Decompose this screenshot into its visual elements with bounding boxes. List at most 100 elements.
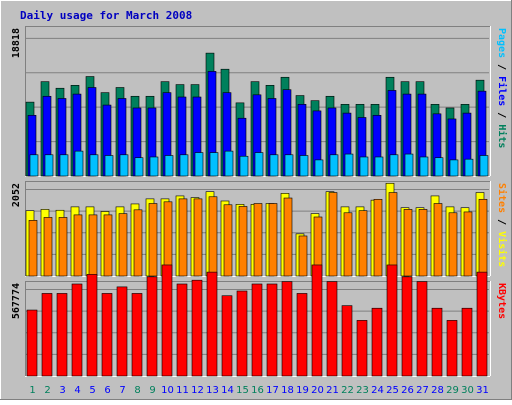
bar-sites-day-7 bbox=[118, 213, 128, 277]
bar-sites-day-11 bbox=[178, 198, 188, 277]
bar-kbytes-day-8 bbox=[131, 293, 143, 377]
x-label-day-22: 22 bbox=[341, 385, 354, 396]
bar-sites-day-3 bbox=[58, 217, 68, 277]
legend-files: Files bbox=[496, 76, 508, 106]
bar-kbytes-day-29 bbox=[446, 320, 458, 377]
legend-separator: / bbox=[496, 106, 507, 124]
bar-pages-day-13 bbox=[209, 152, 219, 177]
bar-kbytes-day-15 bbox=[236, 290, 248, 377]
bar-sites-day-30 bbox=[463, 211, 473, 277]
bar-sites-day-17 bbox=[268, 203, 278, 277]
x-label-day-14: 14 bbox=[221, 385, 234, 396]
bar-pages-day-8 bbox=[134, 157, 144, 177]
bar-kbytes-day-6 bbox=[101, 293, 113, 377]
bar-sites-day-14 bbox=[223, 204, 233, 277]
x-label-day-19: 19 bbox=[296, 385, 309, 396]
bar-pages-day-19 bbox=[299, 155, 309, 177]
bar-kbytes-day-11 bbox=[176, 283, 188, 377]
bar-sites-day-2 bbox=[43, 217, 53, 277]
bar-sites-day-21 bbox=[328, 192, 338, 277]
chart-panels bbox=[25, 26, 491, 377]
bar-pages-day-5 bbox=[89, 154, 99, 177]
bar-sites-day-27 bbox=[418, 209, 428, 277]
bar-kbytes-day-2 bbox=[41, 293, 53, 377]
ymax-label-middle: 2052 bbox=[11, 183, 22, 207]
bar-pages-day-18 bbox=[284, 154, 294, 177]
bar-sites-day-26 bbox=[403, 209, 413, 277]
bar-sites-day-6 bbox=[103, 214, 113, 277]
bar-kbytes-day-4 bbox=[71, 283, 83, 377]
bar-sites-day-5 bbox=[88, 214, 98, 277]
ymax-label-bottom: 567774 bbox=[11, 283, 22, 319]
bar-pages-day-17 bbox=[269, 154, 279, 177]
bar-sites-day-18 bbox=[283, 197, 293, 277]
x-label-day-15: 15 bbox=[236, 385, 249, 396]
bar-kbytes-day-26 bbox=[401, 276, 413, 377]
legend-separator: / bbox=[496, 58, 507, 76]
x-label-day-20: 20 bbox=[311, 385, 324, 396]
bar-pages-day-15 bbox=[239, 155, 249, 177]
x-label-day-7: 7 bbox=[119, 385, 125, 396]
x-label-day-11: 11 bbox=[176, 385, 189, 396]
bar-sites-day-16 bbox=[253, 203, 263, 277]
bar-pages-day-27 bbox=[419, 156, 429, 177]
x-axis-day-labels: 1 2 3 4 5 6 7 8 9 10 11 12 13 14 15 16 17 18 19 20 21 22 23 24 2… bbox=[29, 385, 489, 396]
x-label-day-28: 28 bbox=[431, 385, 444, 396]
legend-bottom: KBytes bbox=[496, 283, 507, 319]
bar-kbytes-day-24 bbox=[371, 307, 383, 377]
bar-kbytes-day-7 bbox=[116, 286, 128, 377]
legend-separator: / bbox=[496, 213, 507, 231]
x-label-day-6: 6 bbox=[104, 385, 110, 396]
bar-kbytes-day-12 bbox=[191, 279, 203, 377]
x-label-day-17: 17 bbox=[266, 385, 279, 396]
bar-pages-day-2 bbox=[44, 154, 54, 177]
x-label-day-13: 13 bbox=[206, 385, 219, 396]
x-label-day-21: 21 bbox=[326, 385, 339, 396]
bar-kbytes-day-30 bbox=[461, 307, 473, 377]
bar-kbytes-day-19 bbox=[296, 293, 308, 377]
x-label-day-27: 27 bbox=[416, 385, 429, 396]
bar-sites-day-24 bbox=[373, 198, 383, 277]
bar-sites-day-12 bbox=[193, 198, 203, 277]
bar-pages-day-10 bbox=[164, 155, 174, 177]
bar-pages-day-21 bbox=[329, 154, 339, 177]
bar-kbytes-day-22 bbox=[341, 305, 353, 377]
bar-kbytes-day-13 bbox=[206, 271, 218, 377]
bar-pages-day-24 bbox=[374, 156, 384, 177]
bar-sites-day-4 bbox=[73, 214, 83, 277]
x-label-day-30: 30 bbox=[461, 385, 474, 396]
x-label-day-31: 31 bbox=[476, 385, 489, 396]
bar-kbytes-day-14 bbox=[221, 295, 233, 377]
bar-sites-day-23 bbox=[358, 210, 368, 277]
panel-top bbox=[25, 26, 491, 177]
bar-pages-day-30 bbox=[464, 158, 474, 177]
bar-pages-day-6 bbox=[104, 155, 114, 177]
legend-visits: Visits bbox=[496, 231, 508, 267]
x-label-day-24: 24 bbox=[371, 385, 384, 396]
x-label-day-8: 8 bbox=[134, 385, 140, 396]
x-label-day-18: 18 bbox=[281, 385, 294, 396]
x-label-day-1: 1 bbox=[29, 385, 35, 396]
bar-kbytes-day-5 bbox=[86, 274, 98, 377]
panel-bottom bbox=[25, 264, 491, 377]
bar-sites-day-9 bbox=[148, 203, 158, 277]
x-label-day-10: 10 bbox=[161, 385, 174, 396]
bar-kbytes-day-10 bbox=[161, 264, 173, 377]
bar-pages-day-12 bbox=[194, 152, 204, 177]
panel-middle bbox=[25, 181, 491, 277]
bar-pages-day-7 bbox=[119, 154, 129, 177]
x-label-day-9: 9 bbox=[149, 385, 155, 396]
bar-pages-day-3 bbox=[59, 154, 69, 177]
bar-pages-day-14 bbox=[224, 150, 234, 177]
bar-pages-day-22 bbox=[344, 153, 354, 177]
bar-pages-day-29 bbox=[449, 159, 459, 177]
bar-kbytes-day-20 bbox=[311, 264, 323, 377]
bar-sites-day-22 bbox=[343, 212, 353, 277]
bar-pages-day-26 bbox=[404, 153, 414, 177]
bar-kbytes-day-16 bbox=[251, 283, 263, 377]
x-label-day-4: 4 bbox=[74, 385, 80, 396]
bar-pages-day-25 bbox=[389, 154, 399, 177]
bar-kbytes-day-9 bbox=[146, 276, 158, 377]
